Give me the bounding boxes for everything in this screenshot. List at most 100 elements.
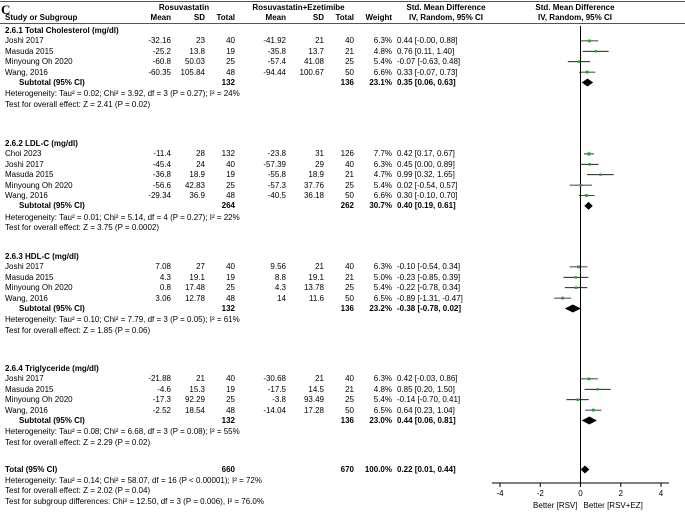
study-ci: 0.99 [0.32, 1.65] — [397, 170, 455, 180]
study-name: Joshi 2017 — [5, 36, 44, 46]
study-total1: 48 — [226, 67, 235, 77]
study-name: Minyoung Oh 2020 — [5, 395, 73, 405]
study-sd1: 18.54 — [184, 405, 205, 415]
study-total1: 132 — [221, 149, 235, 159]
study-total2: 40 — [345, 36, 354, 46]
study-weight: 4.8% — [373, 46, 392, 56]
study-weight: 6.3% — [373, 374, 392, 384]
study-effect-box — [591, 408, 595, 412]
subtotal-total1: 132 — [221, 304, 235, 313]
subtotal-weight: 23.1% — [369, 78, 392, 87]
study-effect-box — [576, 398, 579, 401]
study-sd2: 17.28 — [303, 405, 324, 415]
study-sd1: 24 — [196, 159, 205, 169]
study-total2: 25 — [345, 283, 354, 293]
footer-overall-effect: Test for overall effect: Z = 2.02 (P = 0… — [5, 486, 151, 495]
x-axis-tick-label: 2 — [619, 489, 624, 498]
study-weight: 6.5% — [373, 405, 392, 415]
pooled-effect-diamond — [564, 304, 581, 313]
study-name: Joshi 2017 — [5, 374, 44, 384]
study-total2: 25 — [345, 57, 354, 67]
study-name: Joshi 2017 — [5, 262, 44, 272]
study-total2: 40 — [345, 262, 354, 272]
study-mean1: -21.88 — [148, 374, 171, 384]
study-weight: 6.6% — [373, 67, 392, 77]
study-name: Minyoung Oh 2020 — [5, 57, 73, 67]
header-smd-sub: IV, Random, 95% CI — [409, 13, 483, 22]
study-weight: 5.0% — [373, 272, 392, 282]
study-sd1: 36.9 — [189, 191, 205, 200]
study-ci: -0.14 [-0.70, 0.41] — [397, 395, 461, 405]
study-sd1: 18.9 — [189, 170, 205, 180]
study-sd2: 41.08 — [303, 57, 324, 67]
study-effect-box — [588, 162, 591, 166]
pooled-effect-diamond — [581, 416, 597, 425]
study-ci: -0.07 [-0.63, 0.48] — [397, 57, 461, 67]
study-total1: 19 — [226, 46, 235, 56]
study-ci: 0.45 [0.00, 0.89] — [397, 159, 455, 169]
pooled-effect-diamond — [584, 201, 593, 210]
study-total1: 19 — [226, 272, 235, 282]
study-mean1: 7.08 — [155, 262, 171, 272]
study-ci: -0.89 [-1.31, -0.47] — [397, 293, 463, 303]
study-sd2: 21 — [315, 36, 324, 46]
study-sd2: 21 — [315, 374, 324, 384]
study-total2: 40 — [345, 374, 354, 384]
study-total1: 48 — [226, 293, 235, 303]
study-total1: 40 — [226, 262, 235, 272]
header-study: Study or Subgroup — [5, 13, 78, 22]
study-sd2: 36.18 — [303, 191, 324, 200]
study-ci: -0.22 [-0.78, 0.34] — [397, 283, 461, 293]
subtotal-label: Subtotal (95% CI) — [19, 304, 85, 313]
study-effect-box — [561, 296, 565, 300]
subgroup-heterogeneity: Heterogeneity: Tau² = 0.08; Chi² = 6.68,… — [5, 427, 240, 437]
study-effect-box — [587, 39, 591, 43]
subtotal-weight: 30.7% — [369, 201, 392, 211]
study-weight: 5.4% — [373, 283, 392, 293]
study-sd1: 42.83 — [184, 180, 205, 190]
header-group2: Rosuvastatin+Ezetimibe — [252, 3, 345, 12]
total-weight: 100.0% — [364, 465, 392, 474]
study-sd2: 14.5 — [308, 384, 324, 394]
x-axis-tick-label: -2 — [537, 489, 545, 498]
subtotal-ci: -0.38 [-0.78, 0.02] — [397, 304, 462, 313]
subgroup-heterogeneity: Heterogeneity: Tau² = 0.10; Chi² = 7.79,… — [5, 315, 240, 325]
study-mean2: -57.39 — [263, 159, 286, 169]
header-sd2: SD — [312, 13, 324, 22]
subtotal-total1: 132 — [221, 416, 235, 425]
subgroup-heterogeneity: Heterogeneity: Tau² = 0.01; Chi² = 5.14,… — [5, 212, 240, 222]
subtotal-weight: 23.2% — [369, 304, 392, 313]
subtotal-total1: 264 — [221, 201, 235, 211]
x-axis-tick-label: 0 — [578, 489, 583, 498]
study-total2: 50 — [345, 67, 354, 77]
study-mean2: -23.8 — [267, 149, 286, 159]
study-mean2: 4.3 — [274, 283, 286, 293]
panel-label: C — [1, 2, 11, 17]
total-total1: 660 — [221, 465, 235, 474]
study-mean2: -40.5 — [267, 191, 286, 200]
study-name: Masuda 2015 — [5, 272, 54, 282]
subtotal-total2: 136 — [340, 78, 354, 87]
study-weight: 6.3% — [373, 36, 392, 46]
study-weight: 7.7% — [373, 149, 392, 159]
study-sd1: 17.48 — [184, 283, 205, 293]
total-ci: 0.22 [0.01, 0.44] — [397, 465, 456, 474]
study-weight: 6.5% — [373, 293, 392, 303]
study-name: Masuda 2015 — [5, 384, 54, 394]
study-sd2: 18.9 — [308, 170, 324, 180]
study-effect-box — [599, 173, 602, 176]
study-mean2: -55.8 — [267, 170, 286, 180]
pooled-effect-diamond — [581, 78, 594, 87]
subtotal-total2: 136 — [340, 304, 354, 313]
study-mean1: -29.34 — [148, 191, 171, 200]
study-mean1: -32.16 — [148, 36, 171, 46]
subtotal-ci: 0.44 [0.06, 0.81] — [397, 416, 456, 425]
study-sd2: 100.67 — [299, 67, 324, 77]
subtotal-ci: 0.35 [0.06, 0.63] — [397, 78, 456, 87]
study-name: Joshi 2017 — [5, 159, 44, 169]
subgroup-overall-effect: Test for overall effect: Z = 2.41 (P = 0… — [5, 99, 151, 109]
subtotal-total1: 132 — [221, 78, 235, 87]
header-plot-sub: IV, Random, 95% CI — [538, 13, 612, 22]
study-mean2: 14 — [277, 293, 286, 303]
study-mean1: -17.3 — [152, 395, 171, 405]
